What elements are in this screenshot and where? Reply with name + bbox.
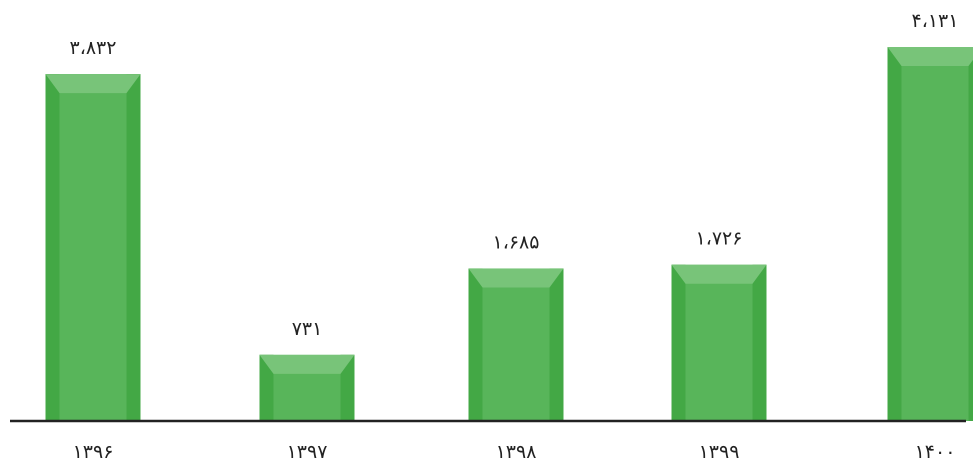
- value-label: ۱،۶۸۵: [493, 231, 540, 253]
- bar-right-bevel: [126, 74, 141, 422]
- bar-right-bevel: [968, 47, 973, 421]
- value-label: ۳،۸۳۲: [70, 37, 117, 59]
- bar-top-cap: [671, 264, 767, 284]
- bar-top-cap: [45, 74, 141, 94]
- bar-2: [259, 354, 355, 421]
- category-label: ۱۴۰۰: [915, 441, 956, 463]
- bar-left-bevel: [671, 264, 686, 421]
- category-label: ۱۳۹۸: [496, 441, 537, 463]
- bar-5: [887, 47, 973, 421]
- bar-body: [468, 268, 564, 421]
- bar-body: [45, 74, 141, 422]
- bar-right-bevel: [752, 264, 767, 421]
- bar-3: [468, 268, 564, 421]
- bar-top-cap: [259, 354, 355, 374]
- category-label: ۱۳۹۶: [73, 441, 114, 463]
- bars-group: [45, 47, 973, 422]
- bar-top-cap: [468, 268, 564, 288]
- bar-1: [45, 74, 141, 422]
- category-labels-group: ۱۳۹۶ ۱۳۹۷ ۱۳۹۸ ۱۳۹۹ ۱۴۰۰: [73, 441, 956, 463]
- bar-4: [671, 264, 767, 421]
- category-label: ۱۳۹۹: [699, 441, 740, 463]
- value-labels-group: ۳،۸۳۲ ۷۳۱ ۱،۶۸۵ ۱،۷۲۶ ۴،۱۳۱: [70, 10, 959, 340]
- bar-right-bevel: [549, 268, 564, 421]
- bar-body: [887, 47, 973, 421]
- value-label: ۷۳۱: [292, 318, 323, 340]
- bar-left-bevel: [259, 354, 274, 421]
- bar-left-bevel: [45, 74, 60, 422]
- bar-right-bevel: [340, 354, 355, 421]
- bar-left-bevel: [887, 47, 902, 421]
- value-label: ۴،۱۳۱: [912, 10, 959, 32]
- value-label: ۱،۷۲۶: [696, 228, 743, 250]
- category-label: ۱۳۹۷: [287, 441, 328, 463]
- bar-body: [671, 264, 767, 421]
- bar-left-bevel: [468, 268, 483, 421]
- bar-top-cap: [887, 47, 973, 66]
